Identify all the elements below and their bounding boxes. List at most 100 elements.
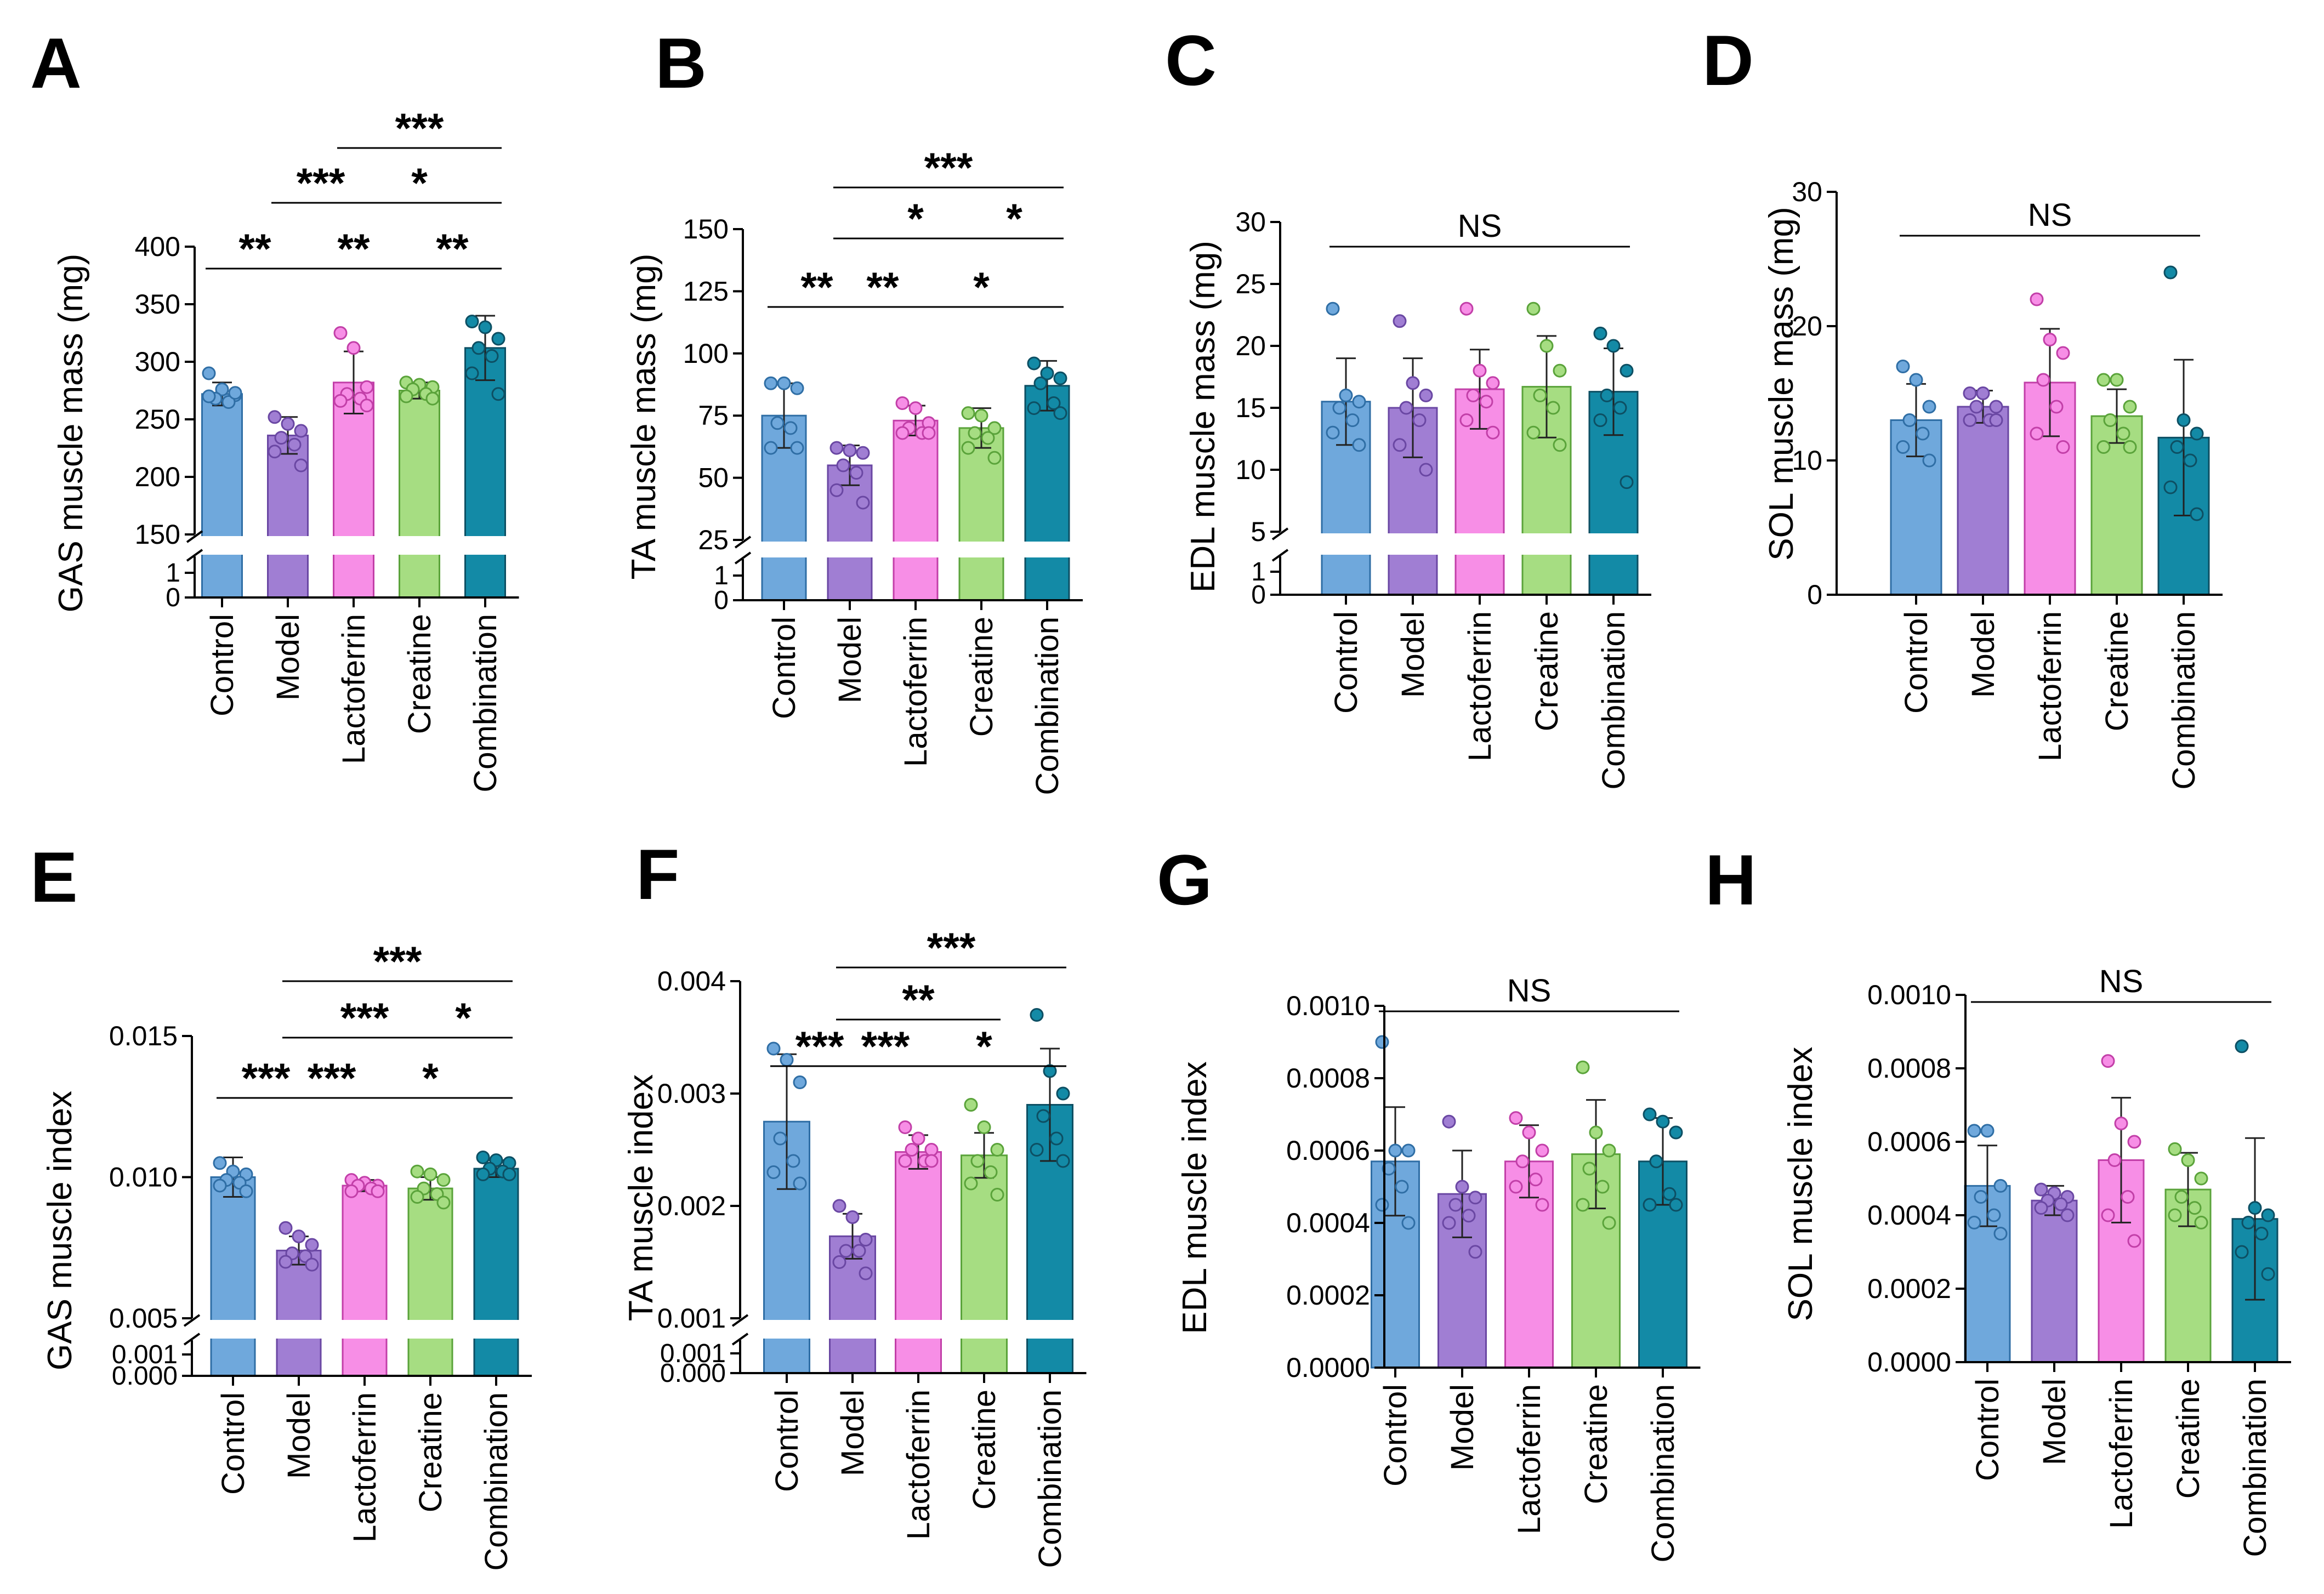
data-point	[425, 391, 440, 406]
data-point	[786, 1154, 800, 1168]
significance-label: *	[1006, 196, 1022, 242]
data-point	[465, 315, 479, 328]
data-point	[2101, 1054, 2115, 1068]
x-tick-label: Creatine	[402, 614, 437, 734]
data-point	[1036, 1109, 1050, 1123]
x-tick-label: Control	[769, 1390, 805, 1492]
x-tick-label: Control	[1970, 1379, 2005, 1481]
axis-break-gap	[737, 1320, 1076, 1339]
x-tick-label: Combination	[468, 614, 503, 793]
y-tick-label: 0.000	[660, 1359, 726, 1388]
y-tick-label: 0.0010	[1286, 990, 1370, 1021]
data-point	[1027, 401, 1041, 415]
data-point	[2096, 373, 2111, 387]
x-tick-label: Creatine	[413, 1392, 448, 1512]
y-tick-label: 0.0006	[1867, 1126, 1951, 1157]
data-point	[1600, 388, 1614, 402]
bar-creatine	[407, 1187, 453, 1377]
y-tick-label: 0	[166, 583, 180, 612]
data-point	[213, 1156, 227, 1170]
data-point	[832, 1255, 846, 1269]
data-point	[1388, 1143, 1402, 1158]
data-point	[2034, 1182, 2048, 1197]
bar-control	[201, 393, 243, 599]
data-point	[1459, 413, 1474, 428]
data-point	[1993, 1227, 2008, 1240]
data-point	[1974, 1190, 1988, 1204]
significance-label: **	[238, 226, 271, 272]
x-tick-label: Model	[832, 617, 868, 703]
break-mark	[1271, 527, 1289, 540]
y-axis-label: GAS muscle index	[41, 1091, 79, 1370]
bar-lactoferrin	[333, 382, 374, 599]
significance-label: ***	[242, 1055, 291, 1102]
data-point	[1987, 1208, 2001, 1222]
break-mark	[1271, 549, 1289, 562]
y-tick-label: 0.0004	[1286, 1208, 1370, 1238]
data-point	[793, 1075, 807, 1089]
data-point	[1468, 1191, 1482, 1205]
data-point	[1589, 1125, 1603, 1140]
data-point	[1593, 326, 1607, 340]
data-point	[1406, 376, 1420, 390]
data-point	[202, 389, 216, 403]
y-tick-label: 0.001	[112, 1340, 178, 1369]
data-point	[1352, 438, 1366, 452]
data-point	[344, 1184, 359, 1198]
y-axis-label: TA muscle mass (mg)	[625, 254, 663, 580]
data-point	[1401, 1216, 1416, 1230]
data-point	[1040, 366, 1054, 380]
break-mark	[183, 1314, 201, 1327]
y-tick-label: 30	[1792, 177, 1822, 207]
data-point	[924, 1154, 939, 1168]
data-point	[485, 349, 499, 363]
significance-label: NS	[2028, 197, 2072, 233]
data-point	[1989, 400, 2003, 414]
data-point	[1643, 1107, 1657, 1122]
y-tick-label: 10	[1235, 454, 1266, 485]
axis-break-gap	[189, 1320, 521, 1339]
x-tick-label: Combination	[2237, 1379, 2273, 1557]
y-axis-label: GAS muscle mass (mg)	[52, 254, 90, 613]
data-point	[410, 1190, 424, 1204]
significance-label: *	[973, 264, 990, 311]
data-point	[1649, 1154, 1663, 1169]
data-point	[1969, 400, 1984, 414]
y-tick-label: 300	[135, 346, 180, 377]
data-point	[2168, 1142, 2182, 1156]
data-point	[766, 1041, 781, 1056]
data-point	[908, 401, 923, 415]
data-point	[1595, 1180, 1610, 1194]
data-point	[1669, 1198, 1683, 1212]
data-point	[360, 398, 374, 413]
data-point	[836, 458, 850, 472]
y-tick-label: 75	[698, 400, 729, 431]
data-point	[2110, 373, 2124, 387]
data-point	[852, 1244, 866, 1258]
x-tick-label: Combination	[479, 1392, 514, 1571]
significance-label: **	[337, 226, 370, 272]
data-point	[1043, 1064, 1057, 1078]
significance-label: **	[800, 264, 833, 311]
x-tick-label: Combination	[1645, 1384, 1681, 1563]
data-point	[1056, 1154, 1070, 1168]
data-point	[2036, 373, 2050, 387]
data-point	[1509, 1111, 1523, 1125]
data-point	[2096, 440, 2111, 454]
panel-letter: A	[30, 23, 82, 103]
data-point	[2181, 1153, 2195, 1167]
data-point	[843, 443, 857, 458]
y-tick-label: 25	[698, 525, 729, 555]
y-tick-label: 20	[1235, 331, 1266, 361]
data-point	[849, 466, 863, 480]
data-point	[981, 431, 995, 445]
data-point	[1462, 1209, 1476, 1223]
data-point	[790, 381, 804, 395]
y-tick-label: 0.0008	[1286, 1063, 1370, 1094]
x-tick-label: Combination	[2166, 611, 2202, 790]
significance-label: ***	[395, 105, 444, 152]
data-point	[2107, 1153, 2122, 1167]
data-point	[1576, 1060, 1590, 1074]
data-point	[1539, 339, 1554, 353]
y-tick-label: 0	[1807, 579, 1822, 610]
